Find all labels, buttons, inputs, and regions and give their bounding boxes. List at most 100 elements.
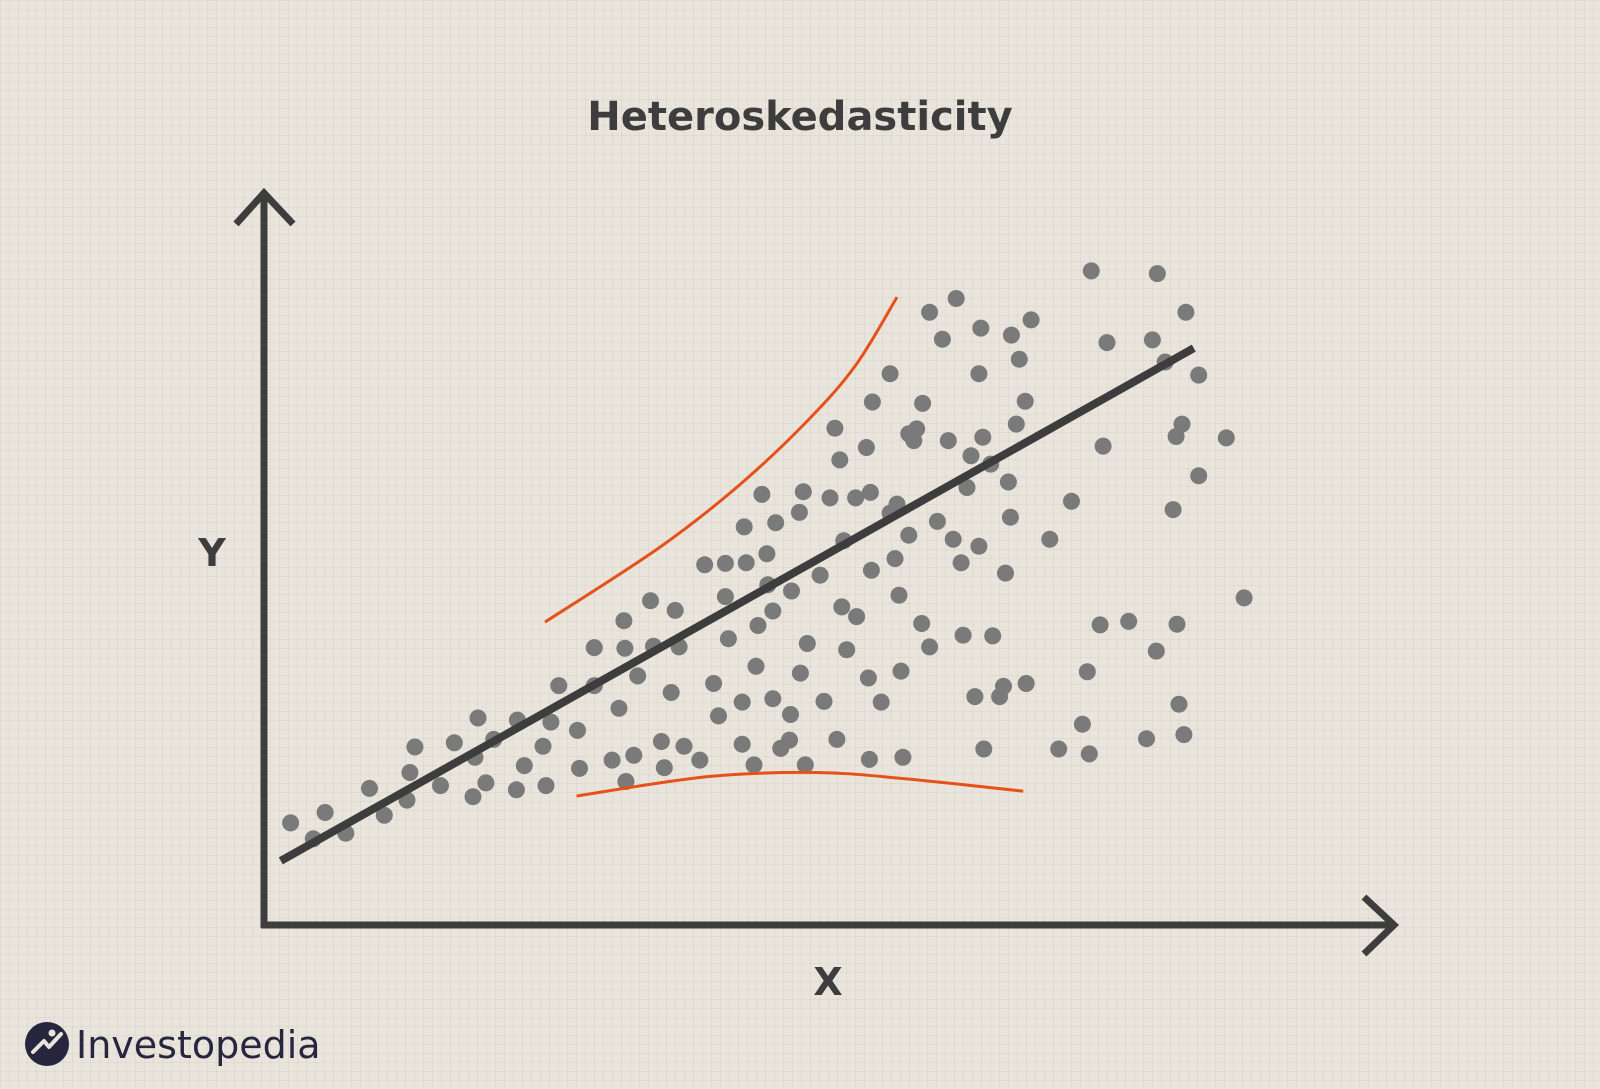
scatter-point (375, 806, 393, 824)
scatter-point (616, 639, 634, 657)
x-axis-arrowhead (1361, 894, 1400, 957)
scatter-point (997, 564, 1014, 582)
scatter-point (1073, 715, 1091, 733)
scatter-point (406, 738, 424, 756)
scatter-point (1016, 392, 1034, 410)
scatter-point (1190, 366, 1208, 384)
scatter-point (316, 804, 334, 821)
scatter-point (790, 503, 808, 521)
scatter-point (569, 721, 586, 739)
scatter-point (615, 612, 633, 630)
scatter-point (696, 556, 714, 574)
scatter-point (1138, 730, 1155, 748)
trend-line (278, 344, 1196, 865)
scatter-point (826, 419, 844, 437)
scatter-point (764, 602, 782, 620)
scatter-point (863, 393, 881, 411)
scatter-point (1091, 616, 1109, 634)
axes: Y X (197, 187, 1400, 1004)
scatter-point (733, 693, 751, 711)
scatter-point (1010, 350, 1028, 368)
scatter-point (947, 290, 965, 307)
scatter-points (282, 262, 1253, 848)
scatter-point (719, 630, 737, 648)
scatter-point (1164, 501, 1182, 519)
scatter-point (1190, 467, 1208, 485)
scatter-point (966, 688, 984, 706)
scatter-point (603, 751, 621, 769)
scatter-point (1143, 331, 1161, 349)
scatter-point (828, 730, 846, 748)
scatter-point (975, 740, 993, 758)
scatter-point (886, 550, 904, 568)
investopedia-logo-icon (25, 1022, 69, 1066)
scatter-point (758, 545, 776, 563)
upper-bound-curve (544, 296, 899, 624)
scatter-point (984, 627, 1002, 645)
scatter-point (361, 779, 378, 797)
scatter-point (933, 330, 951, 348)
scatter-point (716, 588, 734, 606)
scatter-point (954, 626, 972, 644)
scatter-point (737, 554, 755, 572)
scatter-point (796, 756, 814, 774)
scatter-point (881, 365, 899, 383)
scatter-point (1080, 745, 1098, 763)
scatter-point (747, 657, 765, 675)
scatter-point (848, 608, 866, 626)
scatter-point (859, 669, 877, 687)
scatter-point (908, 420, 926, 438)
scatter-point (831, 451, 849, 469)
scatter-point (892, 662, 910, 680)
scatter-point (900, 526, 918, 544)
scatter-point (652, 733, 670, 750)
scatter-point (675, 737, 693, 755)
scatter-point (716, 554, 734, 572)
y-axis-arrowhead (233, 187, 296, 227)
scatter-point (1177, 303, 1195, 321)
scatter-point (1147, 642, 1165, 660)
scatter-point (745, 756, 763, 774)
scatter-point (815, 692, 833, 710)
scatter-point (974, 428, 992, 446)
scatter-point (1235, 589, 1253, 607)
scatter-point (537, 777, 555, 795)
scatter-point (782, 706, 799, 723)
scatter-point (764, 690, 782, 708)
scatter-point (666, 601, 684, 619)
scatter-point (781, 731, 798, 749)
scatter-point (662, 684, 680, 701)
scatter-point (791, 664, 809, 682)
scatter-point (952, 554, 970, 572)
scatter-point (1022, 311, 1040, 329)
scatter-point (838, 641, 856, 659)
scatter-point (944, 530, 962, 548)
scatter-point (860, 750, 878, 768)
chart-title: Heteroskedasticity (587, 94, 1012, 140)
scatter-point (958, 479, 976, 496)
scatter-point (921, 638, 939, 656)
scatter-point (571, 759, 588, 777)
scatter-point (821, 489, 839, 507)
scatter-point (1094, 437, 1112, 455)
scatter-point (625, 746, 643, 764)
scatter-point (970, 365, 988, 383)
scatter-point (617, 773, 635, 790)
scatter-point (999, 473, 1017, 491)
scatter-point (1148, 265, 1166, 283)
scatter-point (550, 677, 568, 695)
scatter-point (811, 566, 829, 584)
scatter-point (1041, 530, 1059, 548)
scatter-point (1082, 262, 1100, 280)
scatter-point (972, 319, 990, 337)
scatter-point (585, 639, 603, 657)
scatter-point (995, 677, 1012, 695)
x-axis-label: X (813, 960, 842, 1004)
scatter-point (939, 432, 957, 450)
scatter-point (749, 617, 767, 634)
scatter-point (735, 518, 753, 536)
scatter-point (477, 774, 495, 792)
scatter-point (833, 598, 851, 616)
lower-bound-curve (576, 770, 1024, 798)
